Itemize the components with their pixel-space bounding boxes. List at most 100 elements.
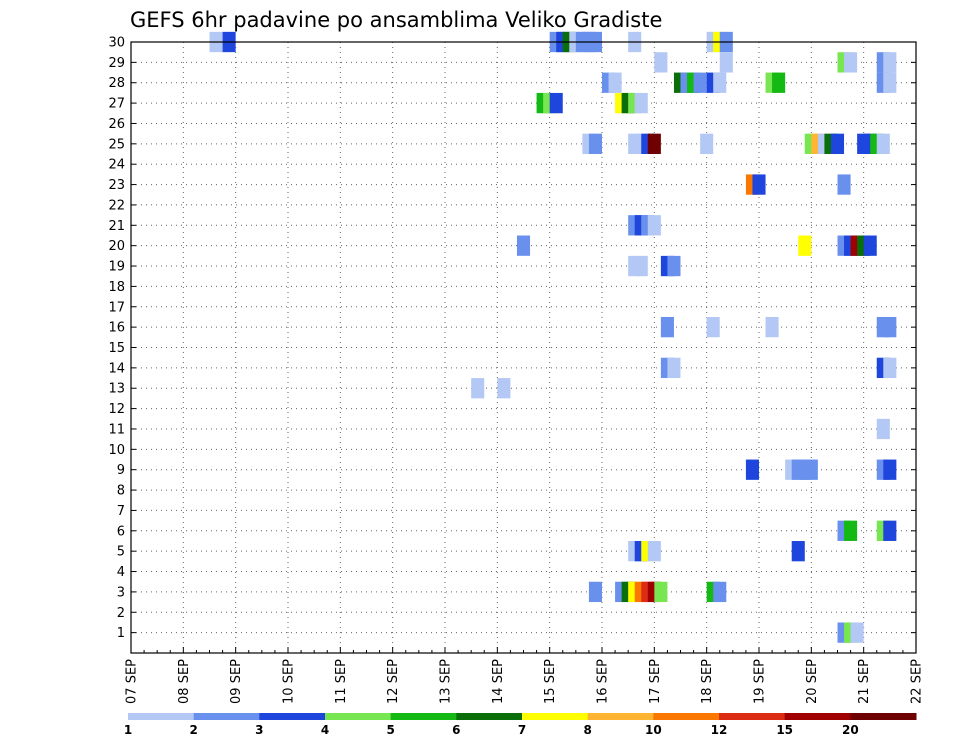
precip-cell	[883, 520, 897, 541]
precip-cell	[804, 459, 818, 480]
precip-cell	[876, 418, 890, 440]
colorbar-label: 6	[452, 723, 460, 737]
precip-cell	[654, 52, 668, 73]
y-tick-label: 25	[108, 137, 125, 152]
grid	[131, 42, 916, 653]
y-tick-label: 27	[108, 97, 125, 112]
precip-cell	[883, 459, 897, 480]
precip-cell	[608, 72, 622, 93]
y-tick-label: 2	[117, 606, 125, 621]
colorbar-label: 8	[583, 723, 591, 737]
colorbar-swatch	[325, 713, 392, 720]
precip-cell	[844, 520, 858, 541]
y-tick-label: 3	[117, 585, 125, 600]
y-tick-label: 10	[108, 443, 125, 458]
precip-cell	[713, 581, 727, 603]
precip-cell	[647, 215, 661, 236]
precip-cell	[863, 235, 877, 256]
x-tick-label: 07 SEP	[125, 659, 140, 704]
x-tick-label: 14 SEP	[491, 659, 506, 704]
x-tick-label: 18 SEP	[700, 659, 715, 704]
precip-cell	[667, 255, 681, 277]
precip-cell	[752, 174, 766, 195]
y-tick-label: 14	[108, 361, 125, 376]
x-tick-label: 21 SEP	[857, 659, 872, 704]
y-tick-label: 23	[108, 178, 125, 193]
y-tick-label: 7	[117, 504, 125, 519]
x-tick-label: 13 SEP	[439, 659, 454, 704]
colorbar-label: 20	[842, 723, 859, 737]
colorbar-swatch	[653, 713, 720, 720]
x-tick-label: 19 SEP	[753, 659, 768, 704]
precip-cell	[660, 316, 674, 338]
precip-cell	[471, 378, 485, 399]
precip-cell	[876, 133, 890, 154]
colorbar-swatch	[522, 713, 589, 720]
precip-cell	[883, 316, 897, 338]
colorbar-swatch	[128, 713, 195, 720]
x-tick-label: 12 SEP	[386, 659, 401, 704]
precip-cell	[634, 255, 648, 277]
y-tick-label: 17	[108, 300, 125, 315]
precip-cell	[850, 622, 864, 643]
y-tick-label: 5	[117, 545, 125, 560]
y-tick-label: 1	[117, 626, 125, 641]
precip-cell	[830, 133, 845, 154]
colorbar-swatch	[259, 713, 326, 720]
y-tick-label: 12	[108, 402, 125, 417]
precip-cell	[772, 72, 786, 93]
y-tick-label: 20	[108, 239, 125, 254]
precip-cells	[209, 31, 897, 643]
precip-cell	[647, 133, 661, 154]
x-tick-label: 08 SEP	[177, 659, 192, 704]
precip-cell	[634, 92, 648, 114]
colorbar-label: 10	[645, 723, 662, 737]
precip-cell	[713, 72, 727, 93]
y-tick-label: 16	[108, 321, 125, 336]
precip-cell	[497, 378, 511, 399]
y-tick-label: 19	[108, 260, 125, 275]
plot-frame	[130, 41, 917, 654]
precip-cell	[588, 581, 602, 603]
precip-cell	[837, 174, 851, 195]
y-tick-label: 22	[108, 198, 125, 213]
precip-cell	[667, 357, 681, 379]
colorbar-label: 3	[255, 723, 263, 737]
y-tick-label: 28	[108, 76, 125, 91]
colorbar-label: 12	[711, 723, 728, 737]
y-tick-label: 29	[108, 56, 125, 71]
colorbar-label: 7	[518, 723, 526, 737]
y-tick-label: 13	[108, 382, 125, 397]
precip-cell	[719, 52, 733, 73]
precip-cell	[700, 133, 714, 154]
colorbar-label: 2	[189, 723, 197, 737]
x-tick-label: 09 SEP	[229, 659, 244, 704]
colorbar-label: 4	[321, 723, 329, 737]
colorbar-label: 15	[776, 723, 793, 737]
y-tick-label: 11	[108, 422, 125, 437]
chart-title: GEFS 6hr padavine po ansamblima Veliko G…	[130, 8, 662, 32]
precip-cell	[706, 316, 720, 338]
y-tick-label: 9	[117, 463, 125, 478]
precip-cell	[883, 72, 897, 93]
y-axis-ticks: 1234567891011121314151617181920212223242…	[108, 36, 916, 641]
precip-cell	[647, 541, 661, 562]
colorbar-swatch	[850, 713, 917, 720]
x-tick-label: 20 SEP	[805, 659, 820, 704]
precip-cell	[654, 581, 668, 603]
y-tick-label: 4	[117, 565, 125, 580]
x-tick-label: 16 SEP	[596, 659, 611, 704]
y-tick-label: 8	[117, 484, 125, 499]
colorbar-swatch	[456, 713, 523, 720]
colorbar-label: 1	[124, 723, 132, 737]
colorbar-swatch	[719, 713, 786, 720]
precip-cell	[798, 235, 812, 256]
colorbar-label: 5	[386, 723, 394, 737]
colorbar-swatch	[193, 713, 260, 720]
precip-cell	[549, 92, 563, 114]
colorbar-legend: 1 2 3 4 5 6 7 8 10 12 15 20	[124, 713, 917, 737]
colorbar-swatch	[390, 713, 457, 720]
precip-cell	[693, 72, 707, 93]
y-tick-label: 24	[108, 158, 125, 173]
x-tick-label: 22 SEP	[910, 659, 925, 704]
